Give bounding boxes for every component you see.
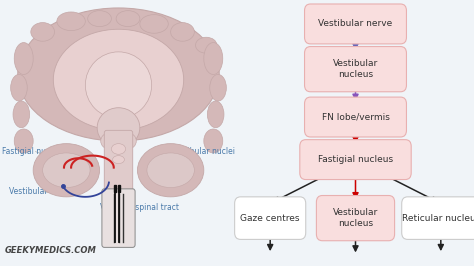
Text: Vestibular nerve: Vestibular nerve [319,19,392,28]
Text: Vestibular
nucleus: Vestibular nucleus [333,60,378,79]
Ellipse shape [13,101,29,128]
FancyBboxPatch shape [316,196,394,241]
Ellipse shape [43,153,90,188]
Ellipse shape [33,144,100,197]
FancyBboxPatch shape [304,47,406,92]
FancyBboxPatch shape [401,197,474,239]
Ellipse shape [137,144,204,197]
Ellipse shape [31,23,55,41]
Ellipse shape [18,8,219,141]
Text: Vestibular nerve: Vestibular nerve [9,187,73,196]
Ellipse shape [119,133,137,149]
Ellipse shape [14,43,33,74]
Ellipse shape [204,43,223,74]
Ellipse shape [210,74,227,101]
Ellipse shape [100,133,118,149]
Ellipse shape [10,74,27,101]
Ellipse shape [88,11,111,27]
Text: GEEKYMEDICS.COM: GEEKYMEDICS.COM [5,246,97,255]
Bar [114,185,116,192]
Ellipse shape [140,15,168,33]
FancyBboxPatch shape [300,140,411,180]
Ellipse shape [57,12,85,31]
Text: Reticular nucleus: Reticular nucleus [401,214,474,223]
Bar [118,185,120,192]
Text: Fastigial nucleus: Fastigial nucleus [318,155,393,164]
Ellipse shape [111,144,126,154]
Ellipse shape [116,11,140,27]
FancyBboxPatch shape [304,4,406,44]
Ellipse shape [14,129,33,153]
Ellipse shape [97,108,140,148]
Ellipse shape [113,156,124,164]
Ellipse shape [195,37,217,53]
Ellipse shape [85,52,152,118]
Ellipse shape [208,101,224,128]
Ellipse shape [171,23,194,41]
Ellipse shape [53,29,184,130]
Text: Vestibulospinal tract: Vestibulospinal tract [100,203,179,212]
Ellipse shape [204,129,223,153]
Text: Fastigial nucleus: Fastigial nucleus [2,147,66,156]
FancyBboxPatch shape [304,97,406,137]
Text: Gaze centres: Gaze centres [240,214,300,223]
Text: Vestibular
nucleus: Vestibular nucleus [333,209,378,228]
FancyBboxPatch shape [104,130,133,202]
Ellipse shape [147,153,194,188]
Text: FN lobe/vermis: FN lobe/vermis [321,113,390,122]
Text: Vestibular nuclei: Vestibular nuclei [171,147,235,156]
FancyBboxPatch shape [102,189,135,247]
FancyBboxPatch shape [235,197,306,239]
